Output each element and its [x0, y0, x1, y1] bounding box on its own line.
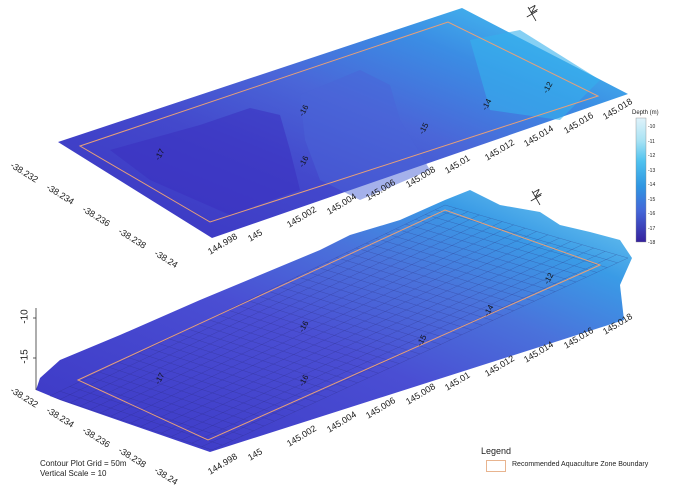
top-aquaculture-boundary: [78, 21, 600, 223]
legend-item-label: Recommended Aquaculture Zone Boundary: [512, 461, 649, 468]
bottom-aquaculture-boundary: [76, 209, 602, 441]
depth-colorbar: [635, 117, 647, 243]
north-arrow-top: [526, 6, 538, 22]
top-contour-map: [58, 8, 628, 238]
colorbar-tick-label: -15: [648, 196, 656, 203]
legend-title: Legend: [481, 446, 512, 456]
colorbar-tick-label: -13: [648, 167, 656, 174]
bottom-surface-mesh: [36, 190, 632, 452]
colorbar-ramp: [635, 117, 647, 243]
colorbar-title: Depth (m): [632, 110, 659, 116]
colorbar-tick-label: -14: [648, 182, 656, 188]
colorbar-tick-label: -12: [648, 153, 656, 159]
colorbar-tick-label: -16: [648, 211, 656, 217]
z-tick-label: -15: [19, 349, 31, 364]
colorbar-tick-label: -17: [648, 225, 656, 232]
north-arrow-bottom: [530, 190, 542, 206]
legend-swatch: [486, 460, 506, 472]
top-map-mid-zone: [300, 70, 430, 200]
colorbar-tick-label: -18: [648, 240, 656, 246]
z-tick-label: -10: [19, 309, 31, 324]
top-map-shallow-zone: [470, 30, 600, 120]
top-map-deep-zone: [110, 108, 300, 215]
vertical-scale-note: Vertical Scale = 10: [40, 469, 107, 478]
grid-note: Contour Plot Grid = 50m: [40, 459, 127, 468]
colorbar-tick-label: -10: [648, 124, 656, 130]
colorbar-tick-label: -11: [648, 138, 655, 145]
bottom-3d-surface: [33, 190, 632, 452]
